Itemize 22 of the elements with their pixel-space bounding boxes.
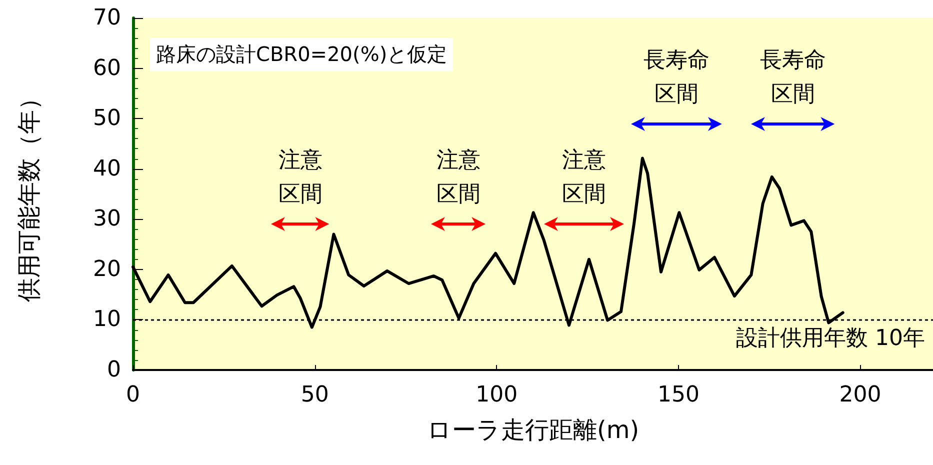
annotation: 長寿命区間 [759,46,827,109]
x-axis-title: ローラ走行距離(m) [426,416,640,444]
y-tick-label: 30 [93,206,121,232]
y-tick-label: 0 [107,358,121,382]
y-tick-label: 60 [93,56,121,81]
y-tick-label: 40 [93,156,121,182]
x-tick-label: 50 [300,382,329,408]
x-tick-label: 0 [126,382,140,408]
y-axis-title: 供用可能年数（年） [15,86,43,302]
annotation: 路床の設計CBR0=20(%)と仮定 [150,38,454,71]
y-tick-label: 10 [93,307,121,332]
y-tick-label: 20 [93,256,121,282]
ref-line-label: 設計供用年数 10年 [736,326,925,352]
x-tick-label: 200 [839,382,882,408]
y-tick-label: 50 [93,106,121,132]
y-tick-label: 70 [93,6,121,30]
x-tick-label: 150 [657,382,700,408]
x-tick-label: 100 [476,382,518,408]
annotation: 注意区間 [435,147,482,210]
annotation: 長寿命区間 [642,46,711,109]
annotation: 注意区間 [277,147,324,210]
annotation: 注意区間 [560,147,607,210]
